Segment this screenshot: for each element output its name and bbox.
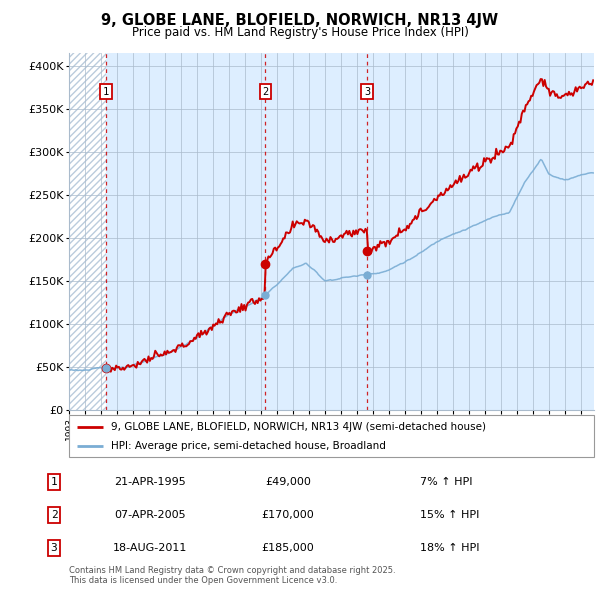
Text: 9, GLOBE LANE, BLOFIELD, NORWICH, NR13 4JW: 9, GLOBE LANE, BLOFIELD, NORWICH, NR13 4… [101,13,499,28]
Text: 1: 1 [103,87,109,97]
Text: £170,000: £170,000 [262,510,314,520]
Text: 7% ↑ HPI: 7% ↑ HPI [420,477,473,487]
Text: 2: 2 [50,510,58,520]
Text: 2: 2 [262,87,269,97]
Text: £185,000: £185,000 [262,543,314,553]
Text: 18-AUG-2011: 18-AUG-2011 [113,543,187,553]
Text: 1: 1 [50,477,58,487]
Text: 15% ↑ HPI: 15% ↑ HPI [420,510,479,520]
Text: 3: 3 [50,543,58,553]
Bar [69,53,106,410]
Text: Contains HM Land Registry data © Crown copyright and database right 2025.
This d: Contains HM Land Registry data © Crown c… [69,566,395,585]
Text: 9, GLOBE LANE, BLOFIELD, NORWICH, NR13 4JW (semi-detached house): 9, GLOBE LANE, BLOFIELD, NORWICH, NR13 4… [111,422,486,432]
Text: HPI: Average price, semi-detached house, Broadland: HPI: Average price, semi-detached house,… [111,441,386,451]
Text: 21-APR-1995: 21-APR-1995 [114,477,186,487]
Text: 18% ↑ HPI: 18% ↑ HPI [420,543,479,553]
Text: £49,000: £49,000 [265,477,311,487]
Text: 3: 3 [364,87,370,97]
Text: 07-APR-2005: 07-APR-2005 [114,510,186,520]
Text: Price paid vs. HM Land Registry's House Price Index (HPI): Price paid vs. HM Land Registry's House … [131,26,469,39]
